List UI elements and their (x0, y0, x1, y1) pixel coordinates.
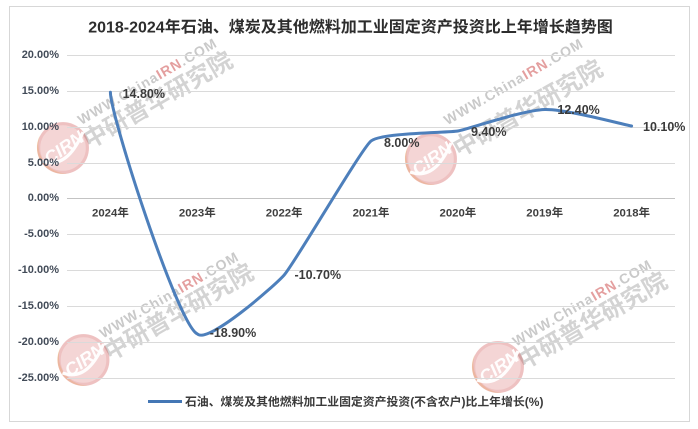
svg-text:2020: 2020 (440, 207, 465, 219)
svg-text:2019: 2019 (526, 207, 551, 219)
svg-text:(: ( (410, 395, 414, 409)
svg-text:2021: 2021 (353, 207, 379, 219)
svg-text:2022: 2022 (266, 207, 291, 219)
svg-text:): ) (462, 395, 466, 409)
svg-text:2018: 2018 (613, 207, 638, 219)
svg-text:(%): (%) (525, 395, 544, 409)
svg-text:2018-2024: 2018-2024 (88, 19, 165, 36)
svg-text:2024: 2024 (92, 207, 118, 219)
svg-text:2023: 2023 (179, 207, 204, 219)
